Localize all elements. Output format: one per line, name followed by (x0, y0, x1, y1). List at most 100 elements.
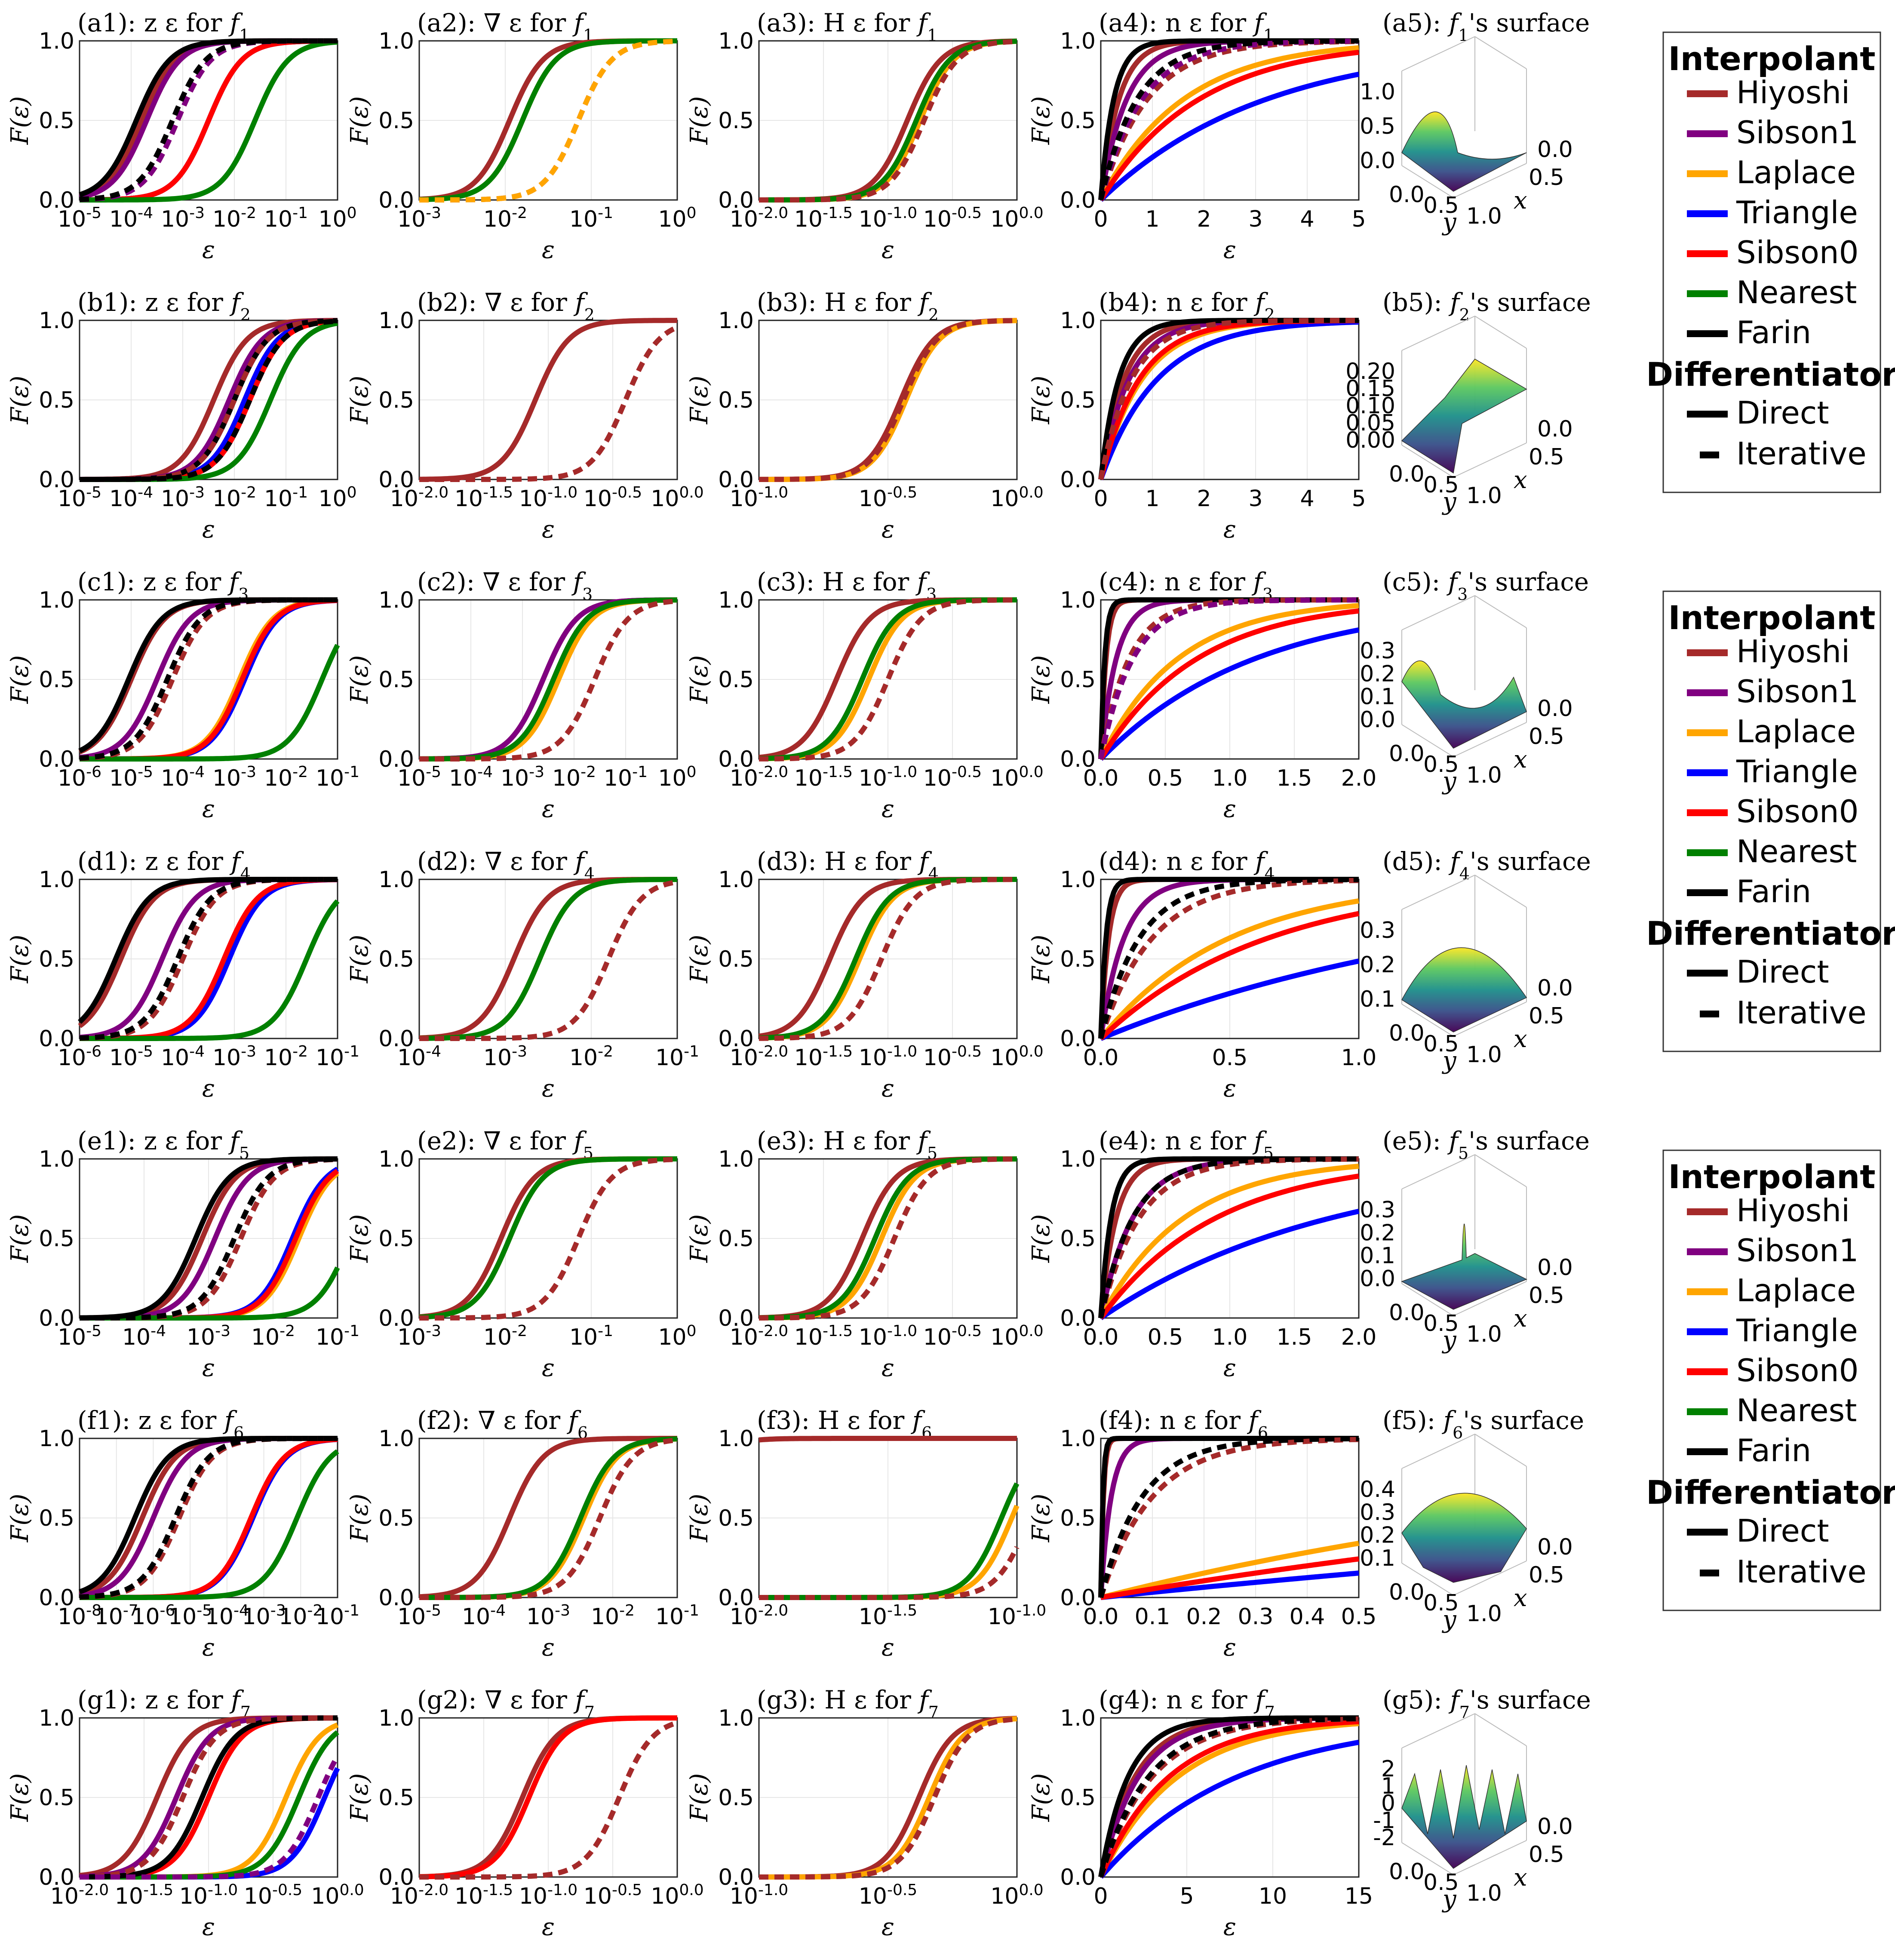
surface-mesh (1401, 1765, 1527, 1869)
y-tick-label: 0.0 (1389, 461, 1425, 487)
x-axis-label: ε (881, 1075, 894, 1103)
y-axis-label: F(ε) (6, 96, 34, 145)
x-tick-label: 0.4 (1290, 1604, 1325, 1630)
x-tick-label: 10-0.5 (584, 1881, 642, 1910)
series-sibson0-direct (1099, 1174, 1359, 1320)
x-axis-label: ε (542, 1075, 555, 1103)
z-tick-label: 0.4 (1360, 1477, 1395, 1502)
x-axis-label: ε (202, 1354, 215, 1382)
legend-item-laplace: Laplace (1736, 154, 1856, 190)
y-tick-label: 0.5 (378, 1226, 414, 1252)
y-tick-label: 1.0 (39, 1146, 74, 1172)
z-tick-label: 0.05 (1345, 410, 1395, 436)
legend-item-iterative: Iterative (1736, 995, 1867, 1031)
panel-title: (f1): z ε for f6 (77, 1406, 244, 1442)
surface-mesh (1401, 111, 1527, 192)
panel-a2: (a2): ∇ ε for f1 0.0 0.5 1.0 10-3 10-2 10-1 100… (346, 8, 697, 264)
legend-item-laplace: Laplace (1736, 1272, 1856, 1309)
series-sibson0-direct (1098, 49, 1359, 202)
y-tick-label: 1.0 (39, 587, 74, 613)
x-tick-label: 0.5 (1529, 1003, 1564, 1029)
y-tick-label: 0.0 (718, 467, 754, 493)
legend-item-sibson1: Sibson1 (1736, 673, 1858, 710)
x-tick-label: 10-1.0 (730, 1881, 788, 1910)
x-tick-label: 10-4 (397, 1043, 441, 1071)
surface-mesh (1401, 1493, 1527, 1583)
box-edge (1401, 1713, 1475, 1748)
y-axis-label: F(ε) (6, 1773, 34, 1822)
legend-heading-interpolant: Interpolant (1668, 40, 1875, 78)
panel-b2: (b2): ∇ ε for f20.00.51.010-2.0 10-1.5 10-… (346, 288, 704, 544)
plot-frame (418, 599, 678, 760)
plot-frame (418, 879, 678, 1039)
legend-item-sibson1: Sibson1 (1736, 114, 1858, 151)
y-tick-label: 0.0 (1389, 1579, 1425, 1605)
x-axis-label: ε (1223, 1634, 1236, 1662)
series-laplace-direct (1099, 898, 1359, 1040)
x-tick-label: 10-1.0 (179, 1881, 238, 1910)
x-tick-label: 15 (1345, 1883, 1373, 1909)
x-axis-label: ε (202, 795, 215, 823)
x-tick-label: 2 (1197, 206, 1211, 232)
legend-item-direct: Direct (1736, 1513, 1829, 1549)
y-tick-label: 0.5 (1060, 946, 1096, 972)
x-axis-label: ε (1223, 1913, 1236, 1941)
x-tick-label: 0.5 (1529, 1283, 1564, 1309)
series-sibson0-direct (419, 1715, 678, 1880)
box-edge (1401, 724, 1454, 757)
panel-title: (e4): n ε for f5 (1099, 1126, 1274, 1163)
x-tick-label: 10-1.0 (859, 1043, 917, 1071)
series-laplace-iterative (419, 39, 678, 203)
surf-y-axis-label: y (1441, 1326, 1457, 1354)
y-tick-label: 0.5 (378, 1505, 414, 1531)
panel-title: (d3): H ε for f4 (757, 847, 939, 883)
series-hiyoshi-iterative (759, 39, 1017, 203)
series-farin-iterative (1098, 877, 1359, 1039)
x-tick-label: 2.0 (1341, 765, 1377, 791)
x-tick-label: 0.5 (1148, 765, 1183, 791)
x-axis-label: ε (881, 1354, 894, 1382)
plot-frame (418, 1158, 678, 1319)
y-tick-label: 0.0 (718, 1026, 754, 1052)
surf-x-axis-label: x (1514, 187, 1527, 215)
x-tick-label: 10-3 (397, 1322, 441, 1351)
z-tick-label: 0.1 (1360, 684, 1395, 710)
box-edge (1474, 36, 1527, 69)
series-nearest-direct (419, 38, 678, 203)
x-tick-label: 10-0.5 (859, 484, 917, 512)
series-nearest-direct (79, 39, 338, 203)
x-axis-label: ε (542, 1354, 555, 1382)
x-tick-label: 1 (1145, 486, 1159, 512)
x-tick-label: 10-5 (109, 763, 153, 792)
x-tick-label: 10-1 (264, 204, 308, 233)
x-tick-label: 10-2 (251, 1322, 295, 1351)
y-tick-label: 0.0 (39, 1865, 74, 1890)
x-tick-label: 10-0.5 (923, 204, 982, 233)
y-axis-label: F(ε) (685, 935, 713, 984)
y-tick-label: 1.0 (718, 28, 754, 54)
y-axis-label: F(ε) (685, 376, 713, 425)
series-nearest-direct (419, 1156, 678, 1320)
y-tick-label: 0.5 (1423, 1031, 1459, 1057)
series-farin-iterative (1098, 1156, 1359, 1319)
panel-e3: (e3): H ε for f50.00.51.010-2.0 10-1.5 10-… (685, 1126, 1044, 1382)
legend-item-nearest: Nearest (1736, 1392, 1857, 1429)
x-tick-label: 10-5 (58, 204, 101, 233)
box-edge (1401, 1283, 1454, 1316)
box-edge (1401, 316, 1475, 351)
y-tick-label: 0.5 (1060, 1505, 1096, 1531)
panel-b3: (b3): H ε for f2 0.0 0.5 1.0 10-1.0 10-0.5 100… (685, 288, 1044, 544)
series-sibson1-iterative (1098, 38, 1359, 201)
x-tick-label: 10-2.0 (730, 1602, 788, 1630)
z-tick-label: 0.0 (1360, 148, 1395, 174)
x-tick-label: 100.0 (990, 204, 1043, 233)
z-tick-label: 0.1 (1360, 986, 1395, 1012)
x-tick-label: 3 (1248, 486, 1262, 512)
y-tick-label: 0.0 (718, 187, 754, 213)
y-tick-label: 1.0 (378, 587, 414, 613)
y-tick-label: 1.0 (1466, 762, 1502, 788)
x-tick-label: 2.0 (1341, 1324, 1377, 1350)
x-tick-label: 0 (1093, 206, 1108, 232)
z-tick-label: -2 (1373, 1825, 1395, 1851)
y-tick-label: 0.5 (39, 1505, 74, 1531)
